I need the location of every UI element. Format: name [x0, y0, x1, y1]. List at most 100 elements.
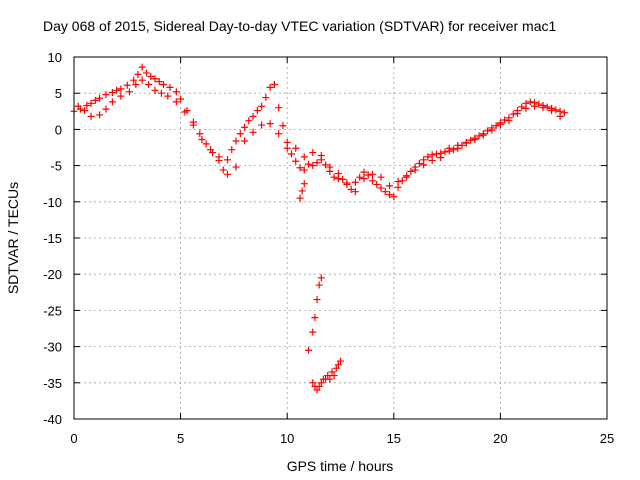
data-point-marker [275, 130, 283, 138]
data-point-marker [87, 99, 95, 107]
data-point-marker [198, 136, 206, 144]
data-point-marker [160, 81, 168, 89]
data-point-marker [548, 107, 556, 115]
x-axis-label: GPS time / hours [287, 458, 394, 474]
data-point-marker [560, 109, 568, 117]
data-markers [70, 63, 568, 394]
data-point-marker [407, 167, 415, 175]
data-point-marker [484, 127, 492, 135]
data-point-marker [279, 122, 287, 130]
data-point-marker [177, 95, 185, 103]
data-point-marker [262, 94, 270, 102]
data-point-marker [132, 81, 140, 89]
data-point-marker [245, 117, 253, 125]
data-point-marker [437, 154, 445, 162]
data-point-marker [181, 108, 189, 116]
data-point-marker [330, 173, 338, 181]
data-point-marker [326, 375, 334, 383]
data-point-marker [296, 194, 304, 202]
data-point-marker [462, 139, 470, 147]
x-tick-label: 5 [177, 431, 184, 446]
data-point-marker [492, 122, 500, 130]
data-point-marker [309, 149, 317, 157]
data-point-marker [334, 361, 342, 369]
data-point-marker [228, 146, 236, 154]
data-point-marker [287, 150, 295, 158]
data-point-marker [317, 151, 325, 159]
data-point-marker [330, 372, 338, 380]
data-point-marker [324, 372, 332, 380]
data-point-marker [266, 120, 274, 128]
data-point-marker [134, 70, 142, 78]
data-point-marker [224, 170, 232, 178]
data-point-marker [420, 161, 428, 169]
data-point-marker [390, 193, 398, 201]
data-point-marker [151, 86, 159, 94]
data-point-marker [151, 75, 159, 83]
data-point-marker [432, 150, 440, 158]
data-point-marker [343, 179, 351, 187]
data-point-marker [311, 314, 319, 322]
data-point-marker [403, 173, 411, 181]
data-point-marker [275, 104, 283, 112]
data-point-marker [125, 88, 133, 96]
data-point-marker [449, 146, 457, 154]
data-point-marker [96, 94, 104, 102]
data-point-marker [298, 187, 306, 195]
data-point-marker [309, 328, 317, 336]
data-point-marker [394, 178, 402, 186]
data-point-marker [215, 153, 223, 161]
y-tick-label: -15 [43, 231, 62, 246]
data-point-marker [130, 76, 138, 84]
data-point-marker [351, 178, 359, 186]
y-tick-label: -20 [43, 267, 62, 282]
y-axis-label: SDTVAR / TECUs [5, 182, 21, 294]
data-point-marker [117, 92, 125, 100]
chart-title: Day 068 of 2015, Sidereal Day-to-day VTE… [43, 18, 556, 34]
x-tick-label: 15 [387, 431, 401, 446]
data-point-marker [283, 138, 291, 146]
data-point-marker [253, 107, 261, 115]
data-point-marker [142, 69, 150, 77]
x-tick-label: 10 [280, 431, 294, 446]
data-point-marker [123, 81, 131, 89]
data-point-marker [377, 184, 385, 192]
data-point-marker [189, 121, 197, 129]
y-tick-label: 5 [55, 86, 62, 101]
x-tick-label: 25 [600, 431, 614, 446]
data-point-marker [360, 175, 368, 183]
data-point-marker [509, 110, 517, 118]
data-point-marker [157, 89, 165, 97]
x-tick-label: 20 [493, 431, 507, 446]
grid-lines [74, 57, 607, 419]
data-point-marker [518, 103, 526, 111]
data-point-marker [496, 120, 504, 128]
y-tick-label: -25 [43, 303, 62, 318]
data-point-marker [241, 137, 249, 145]
data-point-marker [475, 132, 483, 140]
data-point-marker [360, 168, 368, 176]
data-point-marker [249, 112, 257, 120]
data-point-marker [337, 357, 344, 365]
data-point-marker [138, 63, 146, 71]
data-point-marker [309, 379, 317, 387]
data-point-marker [96, 111, 104, 119]
data-point-marker [102, 105, 110, 113]
y-tick-label: -10 [43, 195, 62, 210]
data-point-marker [296, 164, 304, 172]
data-point-marker [522, 104, 530, 112]
data-point-marker [381, 188, 389, 196]
data-point-marker [398, 177, 406, 185]
data-point-marker [317, 274, 325, 282]
data-point-marker [138, 76, 146, 84]
data-point-marker [292, 144, 300, 152]
data-point-marker [347, 185, 355, 193]
data-point-marker [501, 116, 509, 124]
data-point-marker [368, 177, 376, 185]
data-point-marker [145, 81, 153, 89]
data-point-marker [258, 121, 266, 129]
data-point-marker [241, 123, 249, 131]
data-point-marker [166, 83, 174, 91]
